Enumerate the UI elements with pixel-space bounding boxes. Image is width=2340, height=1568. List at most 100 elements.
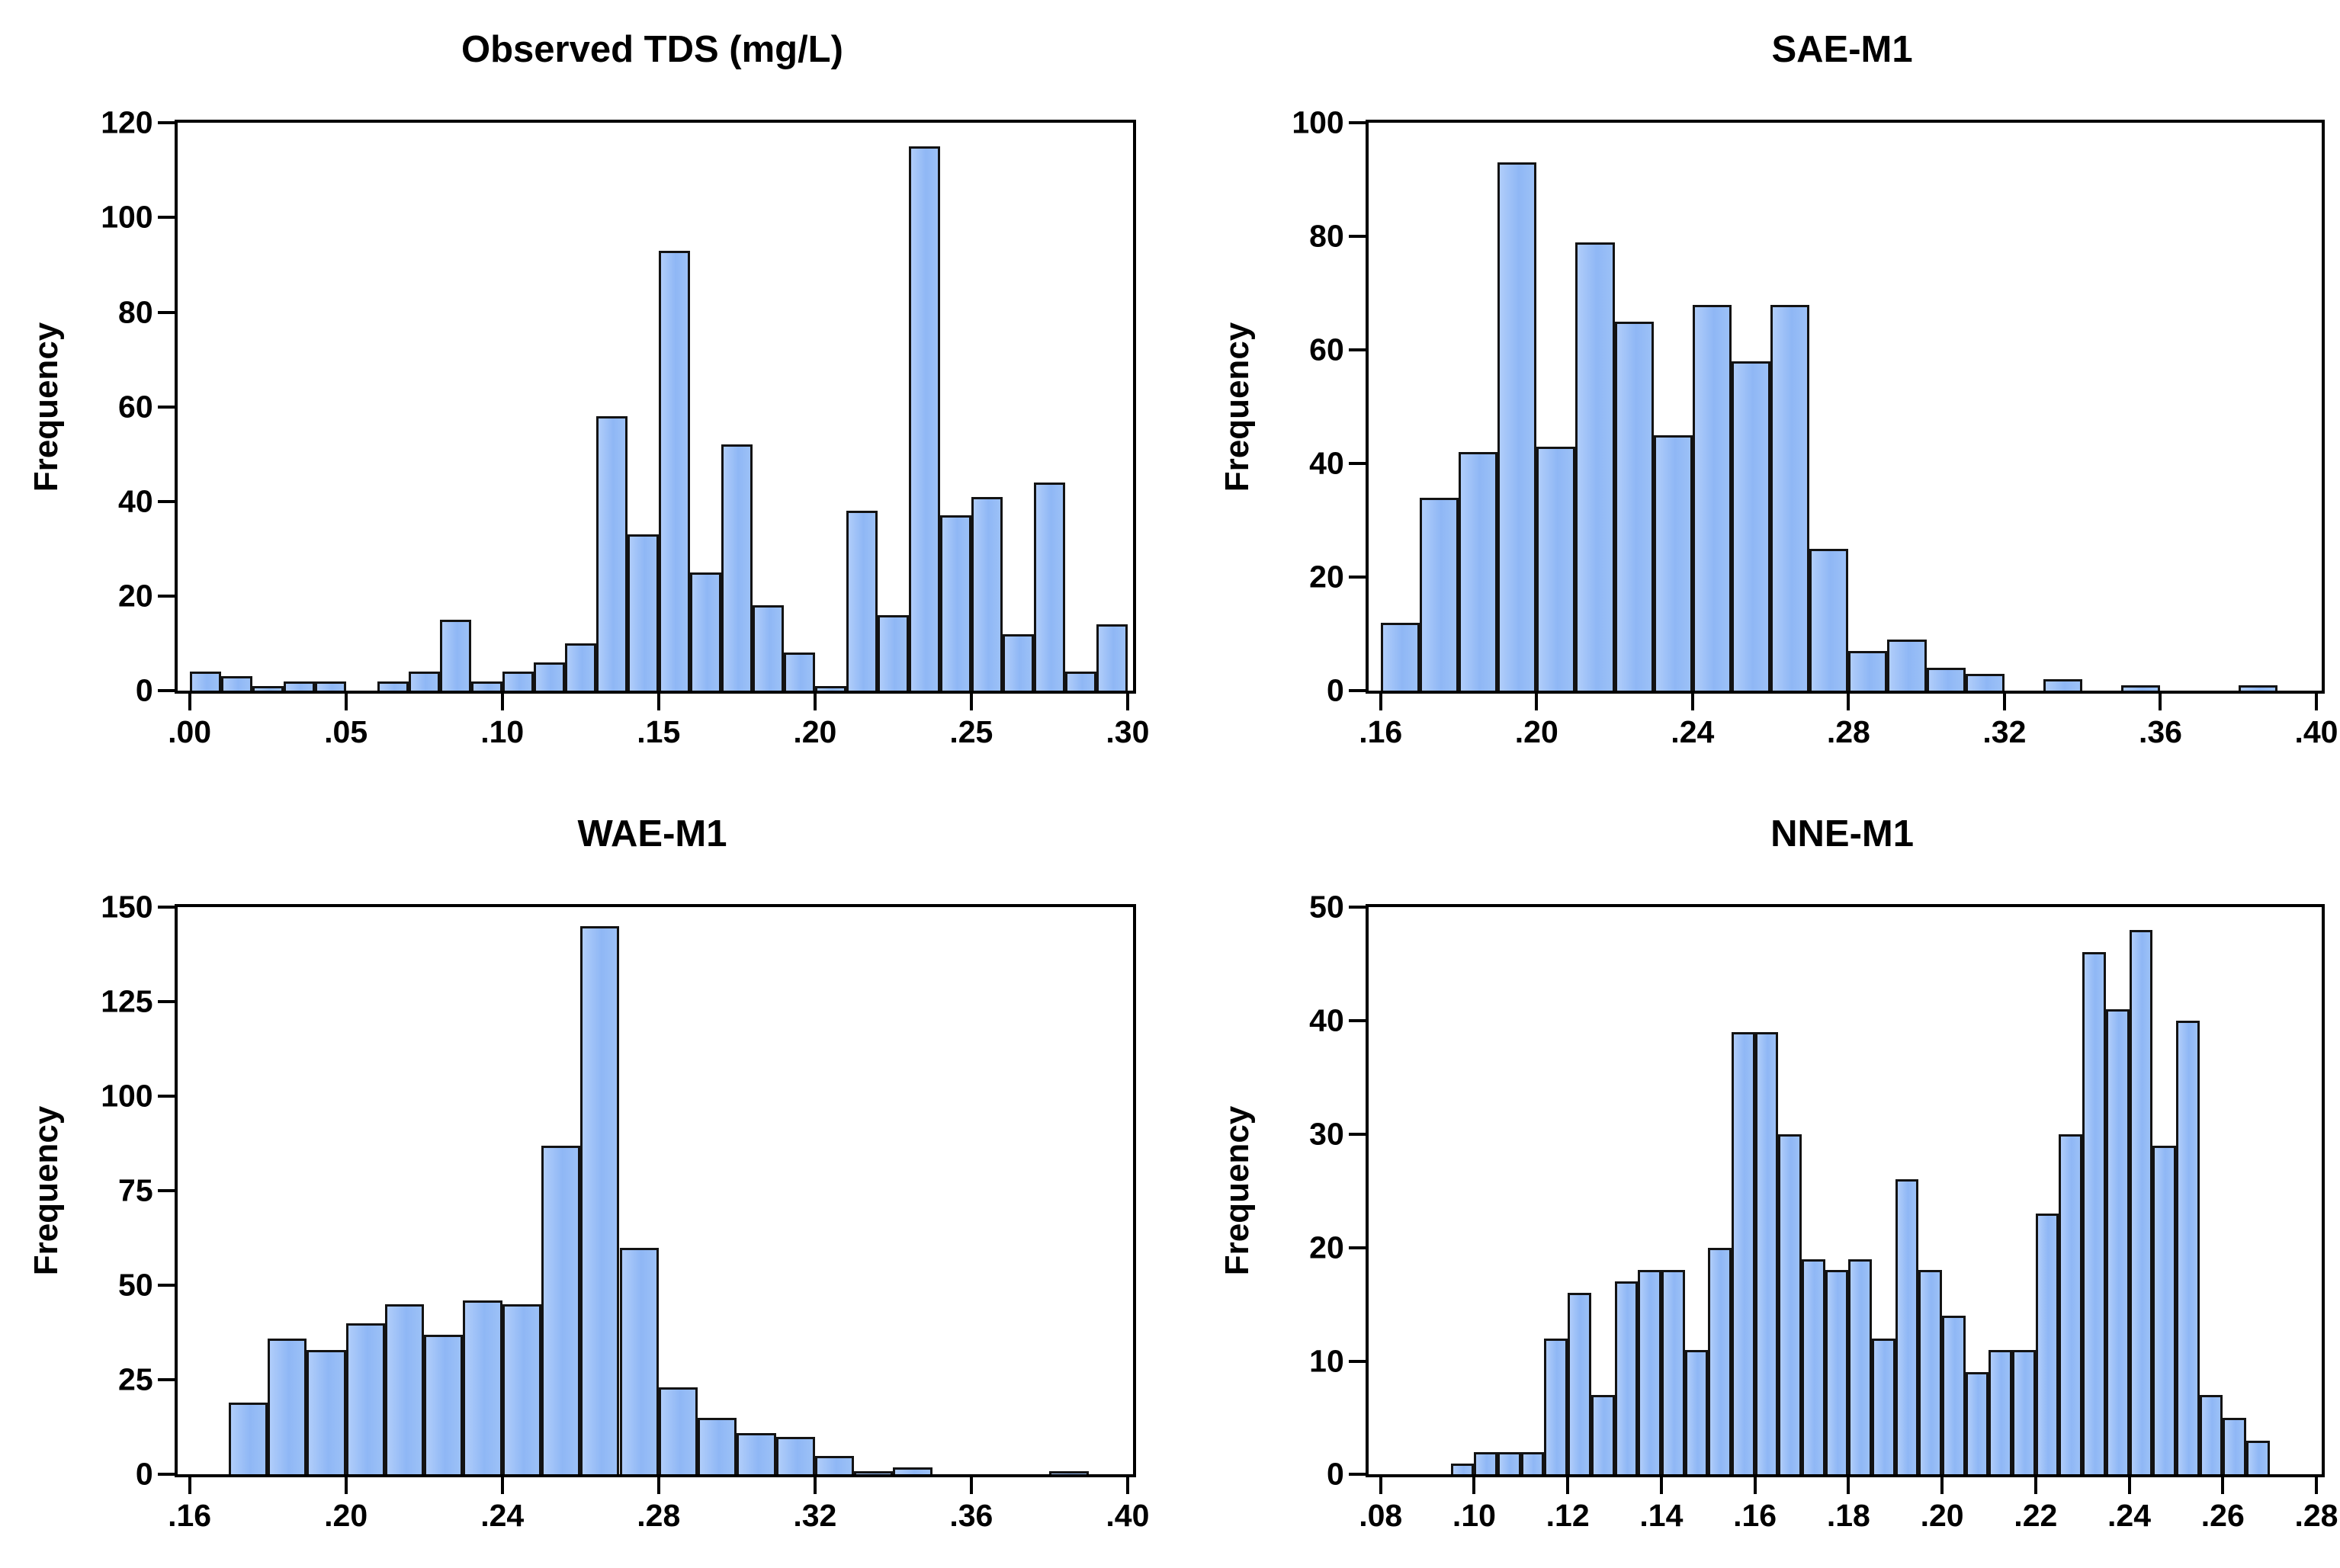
x-tick xyxy=(2314,693,2318,710)
histogram-bar xyxy=(721,444,753,691)
histogram-bar xyxy=(689,572,721,691)
histogram-bar xyxy=(1918,1270,1943,1475)
y-tick-label: 50 xyxy=(1309,889,1344,925)
histogram-bar xyxy=(658,1387,698,1475)
x-tick xyxy=(500,1477,504,1495)
y-tick-label: 40 xyxy=(118,483,153,519)
x-tick-label: .28 xyxy=(1826,713,1870,749)
x-tick xyxy=(188,693,191,710)
y-tick-label: 120 xyxy=(101,104,153,140)
y-tick xyxy=(157,121,175,125)
x-tick-label: .16 xyxy=(1359,713,1403,749)
y-axis-title: Frequency xyxy=(1218,322,1256,492)
histogram-bar xyxy=(1497,1451,1521,1475)
histogram-bar xyxy=(463,1300,502,1475)
x-tick xyxy=(344,1477,348,1495)
histogram-bar xyxy=(1708,1247,1732,1475)
y-tick-label: 20 xyxy=(1309,559,1344,595)
x-tick xyxy=(344,693,348,710)
y-tick xyxy=(1348,462,1366,466)
x-tick-label: .15 xyxy=(637,713,681,749)
histogram-bar xyxy=(595,416,628,691)
y-tick xyxy=(157,1284,175,1287)
histogram-bar xyxy=(939,515,971,691)
x-tick-label: .24 xyxy=(480,1498,525,1534)
histogram-bar xyxy=(268,1338,307,1475)
y-tick-label: 0 xyxy=(1326,1456,1344,1492)
histogram-bar xyxy=(1825,1270,1849,1475)
x-tick-label: .10 xyxy=(1452,1498,1496,1534)
x-tick xyxy=(1379,1477,1382,1495)
histogram-bar xyxy=(2121,685,2161,691)
histogram-bar xyxy=(893,1467,932,1475)
y-tick xyxy=(157,499,175,503)
x-tick-label: .28 xyxy=(2294,1498,2338,1534)
y-tick xyxy=(1348,1473,1366,1477)
y-tick xyxy=(1348,121,1366,125)
histogram-bar xyxy=(1848,1259,1873,1475)
y-tick-label: 100 xyxy=(101,1078,153,1114)
y-tick xyxy=(157,594,175,598)
chart-title: WAE-M1 xyxy=(577,813,727,855)
histogram-bar xyxy=(1575,242,1615,691)
histogram-bar xyxy=(384,1304,425,1475)
histogram-bar xyxy=(1536,446,1576,691)
x-tick xyxy=(813,693,817,710)
y-tick xyxy=(1348,235,1366,239)
y-tick-label: 80 xyxy=(1309,218,1344,254)
x-tick xyxy=(1125,693,1129,710)
x-tick xyxy=(1940,1477,1944,1495)
x-tick xyxy=(1847,1477,1850,1495)
x-tick xyxy=(1472,1477,1476,1495)
x-tick-label: .16 xyxy=(168,1498,212,1534)
y-tick-label: 150 xyxy=(101,889,153,925)
histogram-bar xyxy=(1684,1349,1709,1475)
histogram-bar xyxy=(377,681,409,691)
histogram-bar xyxy=(2199,1395,2223,1475)
histogram-bar xyxy=(408,672,440,691)
x-tick-label: .32 xyxy=(793,1498,837,1534)
x-tick xyxy=(656,1477,660,1495)
y-tick xyxy=(157,1095,175,1098)
histogram-bar xyxy=(1033,482,1065,691)
histogram-bar xyxy=(228,1403,268,1475)
histogram-bar xyxy=(1801,1259,1825,1475)
y-tick xyxy=(1348,1359,1366,1363)
histogram-bar xyxy=(1497,162,1537,691)
histogram-bar xyxy=(627,534,659,691)
y-tick-label: 20 xyxy=(1309,1230,1344,1265)
histogram-bar xyxy=(2245,1440,2270,1475)
histogram-bar xyxy=(564,643,596,691)
y-tick xyxy=(1348,348,1366,352)
histogram-bar xyxy=(345,1323,385,1475)
histogram-bar xyxy=(908,146,940,691)
histogram-bar xyxy=(752,605,784,691)
chart-panel-observed-tds: Observed TDS (mg/L) Frequency 0 20 40 60 80 1… xyxy=(0,0,1170,784)
y-tick xyxy=(1348,1132,1366,1136)
histogram-bar xyxy=(1895,1179,1919,1475)
histogram-bar xyxy=(1692,304,1732,691)
x-tick-label: .08 xyxy=(1359,1498,1403,1534)
x-tick-label: .26 xyxy=(2200,1498,2245,1534)
histogram-bar xyxy=(2082,952,2106,1475)
histogram-bar xyxy=(1544,1338,1568,1475)
x-tick xyxy=(188,1477,191,1495)
histogram-bar xyxy=(1590,1395,1615,1475)
x-tick xyxy=(1379,693,1382,710)
y-tick-label: 125 xyxy=(101,983,153,1019)
x-tick-label: .10 xyxy=(480,713,525,749)
chart-title: NNE-M1 xyxy=(1770,813,1914,855)
y-tick-label: 0 xyxy=(135,1456,153,1492)
x-tick-label: .32 xyxy=(1982,713,2027,749)
y-tick-label: 10 xyxy=(1309,1343,1344,1379)
histogram-bar xyxy=(698,1418,737,1475)
x-tick xyxy=(656,693,660,710)
histogram-bar xyxy=(1614,321,1654,691)
y-tick-label: 30 xyxy=(1309,1116,1344,1152)
histogram-bar xyxy=(189,672,221,691)
plot-area: Frequency 0 10 20 30 40 50 .08 .10 .12 .14 .16 .18.… xyxy=(1218,891,2338,1531)
y-tick-label: 60 xyxy=(118,389,153,425)
y-tick-label: 60 xyxy=(1309,332,1344,367)
histogram-bar xyxy=(2152,1145,2176,1475)
